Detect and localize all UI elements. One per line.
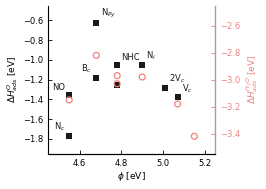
Point [192, 135, 197, 138]
Text: V$_c$: V$_c$ [182, 82, 193, 94]
Text: NO: NO [52, 83, 65, 91]
Text: N$_{Py}$: N$_{Py}$ [101, 7, 116, 20]
X-axis label: $\phi$ [eV]: $\phi$ [eV] [117, 170, 146, 184]
Point [176, 102, 180, 105]
Text: B$_c$: B$_c$ [81, 62, 92, 75]
Text: N$_c$: N$_c$ [53, 121, 65, 133]
Y-axis label: $\Delta H_{ads}^{O}$ [eV]: $\Delta H_{ads}^{O}$ [eV] [6, 56, 20, 103]
Point [176, 96, 180, 99]
Text: N$_i$: N$_i$ [146, 49, 156, 62]
Text: NHC: NHC [121, 53, 140, 62]
Point [163, 86, 167, 89]
Y-axis label: $\Delta H_{ads}^{H_2O}$ [eV]: $\Delta H_{ads}^{H_2O}$ [eV] [244, 55, 260, 104]
Point [140, 75, 144, 78]
Point [115, 82, 119, 85]
Point [67, 93, 71, 96]
Point [94, 22, 98, 25]
Point [115, 74, 119, 77]
Point [115, 63, 119, 66]
Point [115, 83, 119, 86]
Point [94, 54, 98, 57]
Point [94, 76, 98, 79]
Point [140, 63, 144, 66]
Point [67, 135, 71, 138]
Point [67, 98, 71, 101]
Text: 2V$_c$: 2V$_c$ [169, 72, 186, 85]
